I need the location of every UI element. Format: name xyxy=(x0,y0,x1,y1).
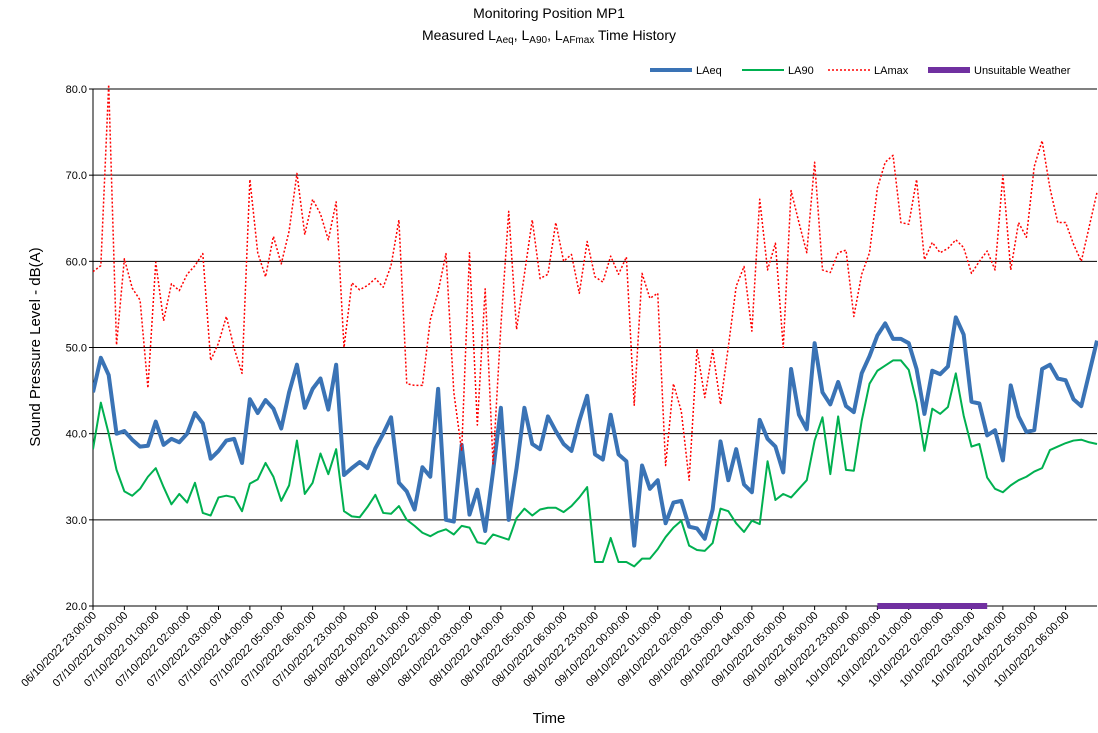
series-line xyxy=(93,315,1098,548)
subtitle-text: , L xyxy=(547,27,563,43)
plot-area xyxy=(93,83,1098,609)
y-tick-label: 70.0 xyxy=(66,170,87,182)
subtitle-text: Time History xyxy=(594,27,676,43)
x-axis-title: Time xyxy=(533,710,566,727)
y-tick-label: 30.0 xyxy=(66,515,87,527)
legend-label: LA90 xyxy=(788,65,814,77)
grid: 20.030.040.050.060.070.080.006/10/2022 2… xyxy=(19,84,1097,689)
y-tick-label: 50.0 xyxy=(66,343,87,355)
subtitle-subscript: AFmax xyxy=(563,35,595,46)
series-line xyxy=(93,83,1098,481)
legend-label: LAmax xyxy=(874,65,909,77)
subtitle-subscript: A90 xyxy=(529,35,547,46)
legend-label: LAeq xyxy=(696,65,722,77)
y-tick-label: 80.0 xyxy=(66,84,87,96)
chart-subtitle: Measured LAeq, LA90, LAFmax Time History xyxy=(422,27,676,46)
subtitle-subscript: Aeq xyxy=(496,35,514,46)
series-line xyxy=(93,359,1098,568)
legend: LAeq LA90 LAmax Unsuitable Weather xyxy=(650,65,1071,77)
subtitle-text: Measured L xyxy=(422,27,496,43)
chart-title: Monitoring Position MP1 xyxy=(473,5,625,21)
y-tick-label: 40.0 xyxy=(66,429,87,441)
y-tick-label: 20.0 xyxy=(66,601,87,613)
y-tick-label: 60.0 xyxy=(66,256,87,268)
subtitle-text: , L xyxy=(514,27,530,43)
y-axis-title: Sound Pressure Level - dB(A) xyxy=(27,247,44,446)
legend-label: Unsuitable Weather xyxy=(974,65,1071,77)
